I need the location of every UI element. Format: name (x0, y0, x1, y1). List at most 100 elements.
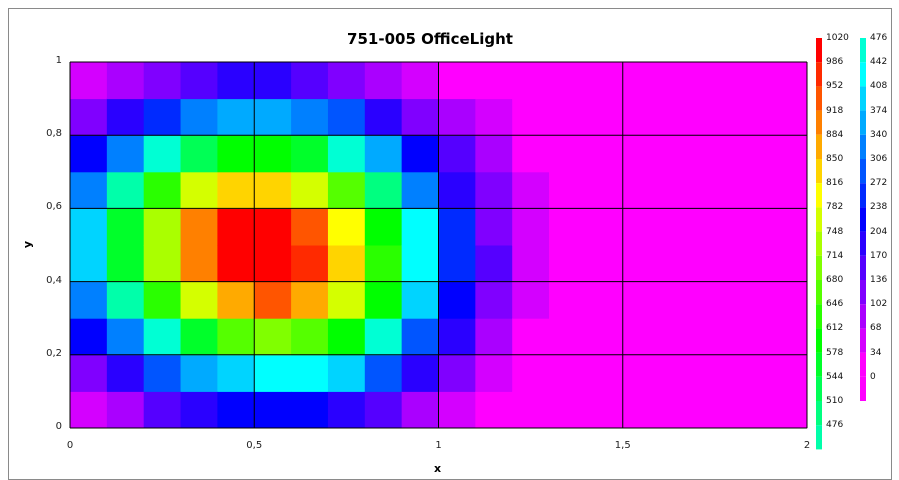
heatmap-cell (585, 245, 624, 283)
heatmap-cell (180, 208, 218, 246)
legend-low-swatch (860, 134, 866, 159)
legend-low-label: 272 (870, 178, 888, 189)
heatmap-cell (70, 62, 108, 100)
legend-low-label: 0 (870, 371, 876, 382)
heatmap-cell (696, 98, 734, 136)
heatmap-cell (733, 245, 771, 283)
heatmap-cell (475, 135, 513, 173)
heatmap-cell (254, 171, 292, 209)
heatmap-cell (475, 318, 513, 356)
heatmap-cell (770, 281, 808, 319)
legend-high-swatch (816, 401, 822, 426)
heatmap-cell (70, 281, 108, 319)
heatmap-cell (770, 171, 808, 209)
heatmap-cell (549, 391, 587, 429)
legend-high-label: 612 (826, 323, 844, 334)
heatmap-cell (733, 171, 771, 209)
heatmap-cell (438, 98, 476, 136)
legend-high-swatch (816, 304, 822, 329)
legend-high-swatch (816, 352, 822, 377)
legend-high-label: 544 (826, 371, 844, 382)
heatmap-cell (106, 318, 145, 356)
heatmap-cell (585, 98, 624, 136)
heatmap-cell (364, 98, 403, 136)
heatmap-cell (143, 98, 182, 136)
heatmap-cell (696, 281, 734, 319)
heatmap-cell (106, 391, 145, 429)
heatmap-cell (401, 98, 439, 136)
heatmap-cell (106, 135, 145, 173)
heatmap-cell (438, 245, 476, 283)
y-tick-label: 0,6 (46, 201, 62, 213)
heatmap-cell (438, 135, 476, 173)
heatmap-cell (770, 208, 808, 246)
heatmap-cell (475, 245, 513, 283)
heatmap-cell (364, 391, 403, 429)
legend-low-swatch (860, 280, 866, 305)
heatmap-cell (291, 354, 329, 392)
heatmap-cell (696, 354, 734, 392)
legend-low-label: 68 (870, 323, 882, 334)
heatmap-cell (438, 354, 476, 392)
legend-low-label: 170 (870, 250, 888, 261)
heatmap-cell (217, 98, 255, 136)
heatmap-cell (70, 354, 108, 392)
heatmap-cell (770, 354, 808, 392)
heatmap-cell (733, 281, 771, 319)
heatmap-cell (549, 354, 587, 392)
heatmap-cell (585, 171, 624, 209)
y-tick-label: 0 (55, 421, 62, 432)
heatmap-cell (291, 391, 329, 429)
heatmap-cell (254, 135, 292, 173)
y-tick-label: 0,8 (46, 128, 62, 140)
heatmap-cell (143, 354, 182, 392)
heatmap-cell (364, 318, 403, 356)
legend-high-label: 986 (826, 57, 844, 68)
heatmap-cell (217, 318, 255, 356)
heatmap-cell (696, 62, 734, 100)
heatmap-cell (217, 62, 255, 100)
heatmap-cell (622, 245, 661, 283)
heatmap-cell (401, 135, 439, 173)
legend-low-swatch (860, 62, 866, 87)
heatmap-cell (291, 208, 329, 246)
x-tick-label: 1,5 (614, 440, 631, 451)
heatmap-cell (475, 98, 513, 136)
heatmap-cell (438, 208, 476, 246)
legend-low-swatch (860, 159, 866, 184)
heatmap-cell (254, 281, 292, 319)
heatmap-cell (622, 62, 661, 100)
legend-high-label: 850 (826, 154, 844, 164)
heatmap-cell (770, 135, 808, 173)
legend-low-label: 306 (870, 154, 888, 164)
legend-high-label: 578 (826, 347, 844, 358)
legend-high-label: 918 (826, 105, 844, 116)
heatmap-cell (364, 245, 403, 283)
heatmap-cell (512, 171, 550, 209)
heatmap-cell (364, 354, 403, 392)
heatmap-cell (512, 245, 550, 283)
heatmap-cell (585, 354, 624, 392)
heatmap-cell (401, 281, 439, 319)
heatmap-cell (180, 391, 218, 429)
heatmap-cell (733, 98, 771, 136)
heatmap-cell (512, 281, 550, 319)
heatmap-cell (733, 391, 771, 429)
heatmap-cell (327, 354, 366, 392)
heatmap-cell (585, 318, 624, 356)
heatmap-cell (549, 208, 587, 246)
heatmap-cell (401, 318, 439, 356)
heatmap-cell (512, 318, 550, 356)
heatmap-cell (364, 208, 403, 246)
heatmap-cell (327, 62, 366, 100)
legend-high-swatch (816, 280, 822, 305)
heatmap-cell (512, 98, 550, 136)
heatmap-cell (475, 391, 513, 429)
y-tick-label: 0,4 (46, 274, 62, 286)
y-tick-label: 1 (55, 55, 62, 66)
heatmap-cell (106, 281, 145, 319)
heatmap-cell (622, 171, 661, 209)
legend-low-swatch (860, 328, 866, 353)
heatmap-cell (401, 171, 439, 209)
